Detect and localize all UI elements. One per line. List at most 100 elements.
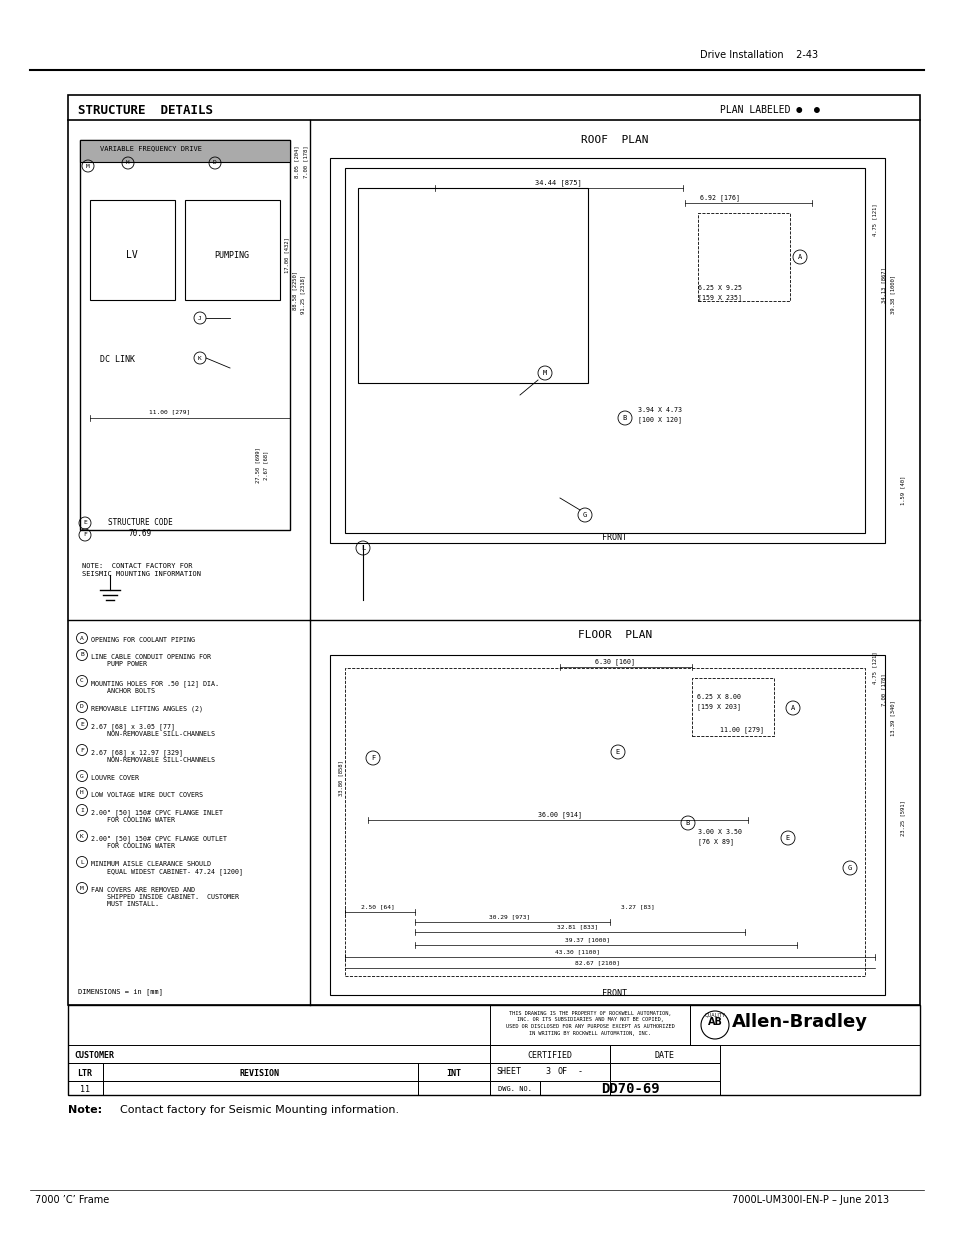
Text: DWG. NO.: DWG. NO. — [497, 1086, 532, 1092]
Text: 8.05 [204]: 8.05 [204] — [294, 146, 298, 178]
Text: 3: 3 — [545, 1067, 550, 1077]
Text: 27.50 [699]: 27.50 [699] — [254, 447, 260, 483]
Text: B: B — [685, 820, 689, 826]
Text: D: D — [80, 704, 84, 709]
Text: 32.81 [833]: 32.81 [833] — [557, 925, 598, 930]
Text: C: C — [80, 678, 84, 683]
Text: [159 X 235]: [159 X 235] — [698, 295, 741, 301]
Bar — [417, 1063, 490, 1081]
Text: 11.00 [279]: 11.00 [279] — [150, 410, 191, 415]
Bar — [330, 158, 884, 543]
Text: 34.13 [867]: 34.13 [867] — [880, 267, 885, 303]
Text: DC LINK: DC LINK — [100, 356, 135, 364]
Text: 91.25 [2318]: 91.25 [2318] — [299, 275, 305, 315]
Text: PUMPING: PUMPING — [214, 251, 250, 259]
Text: INT: INT — [446, 1068, 461, 1077]
Text: 2.00" [50] 150# CPVC FLANGE OUTLET
    FOR COOLING WATER: 2.00" [50] 150# CPVC FLANGE OUTLET FOR C… — [91, 835, 227, 848]
Text: A: A — [790, 705, 794, 711]
Text: VARIABLE FREQUENCY DRIVE: VARIABLE FREQUENCY DRIVE — [100, 144, 202, 151]
Text: INC. OR ITS SUBSIDIARIES AND MAY NOT BE COPIED,: INC. OR ITS SUBSIDIARIES AND MAY NOT BE … — [516, 1018, 662, 1023]
Text: I: I — [80, 808, 84, 813]
Text: A: A — [797, 254, 801, 261]
Text: OPENING FOR COOLANT PIPING: OPENING FOR COOLANT PIPING — [91, 637, 194, 643]
Bar — [330, 655, 884, 995]
Text: G: G — [847, 864, 851, 871]
Text: Note:: Note: — [68, 1105, 102, 1115]
Text: G: G — [582, 513, 586, 517]
Text: DATE: DATE — [655, 1051, 675, 1060]
Text: USED OR DISCLOSED FOR ANY PURPOSE EXCEPT AS AUTHORIZED: USED OR DISCLOSED FOR ANY PURPOSE EXCEPT… — [505, 1025, 674, 1030]
Text: 36.00 [914]: 36.00 [914] — [537, 811, 581, 819]
Text: REMOVABLE LIFTING ANGLES (2): REMOVABLE LIFTING ANGLES (2) — [91, 706, 203, 713]
Text: 17.00 [432]: 17.00 [432] — [284, 237, 289, 273]
Text: F: F — [371, 755, 375, 761]
Text: MINIMUM AISLE CLEARANCE SHOULD
    EQUAL WIDEST CABINET- 47.24 [1200]: MINIMUM AISLE CLEARANCE SHOULD EQUAL WID… — [91, 861, 243, 874]
Text: M: M — [80, 885, 84, 890]
Text: D: D — [213, 161, 216, 165]
Text: M: M — [542, 370, 547, 375]
Text: L: L — [80, 860, 84, 864]
Text: 7.00 [178]: 7.00 [178] — [880, 674, 885, 706]
Text: STRUCTURE  DETAILS: STRUCTURE DETAILS — [78, 104, 213, 116]
Text: [76 X 89]: [76 X 89] — [698, 839, 733, 846]
Text: 6.25 X 8.00: 6.25 X 8.00 — [697, 694, 740, 700]
Text: LOUVRE COVER: LOUVRE COVER — [91, 776, 139, 781]
Text: LOW VOLTAGE WIRE DUCT COVERS: LOW VOLTAGE WIRE DUCT COVERS — [91, 792, 203, 798]
Bar — [698, 212, 789, 301]
Text: G: G — [80, 773, 84, 778]
Text: B: B — [80, 652, 84, 657]
Bar — [539, 1081, 720, 1095]
Bar — [68, 95, 919, 1005]
Text: H: H — [126, 161, 130, 165]
Text: 11: 11 — [80, 1084, 90, 1093]
Bar — [609, 1045, 720, 1063]
Text: DIMENSIONS = in [mm]: DIMENSIONS = in [mm] — [78, 989, 163, 995]
Text: NOTE:  CONTACT FACTORY FOR
SEISMIC MOUNTING INFORMATION: NOTE: CONTACT FACTORY FOR SEISMIC MOUNTI… — [82, 563, 201, 577]
Text: Contact factory for Seismic Mounting information.: Contact factory for Seismic Mounting inf… — [112, 1105, 398, 1115]
Text: 7000 ’C’ Frame: 7000 ’C’ Frame — [35, 1195, 110, 1205]
Text: 6.25 X 9.25: 6.25 X 9.25 — [698, 285, 741, 291]
Bar — [68, 1045, 490, 1063]
Text: FLOOR  PLAN: FLOOR PLAN — [578, 630, 652, 640]
Text: Allen-Bradley: Allen-Bradley — [731, 1013, 867, 1031]
Text: 7.00 [178]: 7.00 [178] — [303, 146, 308, 178]
Bar — [68, 1063, 103, 1081]
Bar — [90, 200, 174, 300]
Text: QUALITY: QUALITY — [704, 1013, 724, 1018]
Bar — [691, 678, 773, 736]
Text: H: H — [80, 790, 84, 795]
Text: J: J — [198, 315, 202, 321]
Bar — [68, 1081, 103, 1095]
Text: E: E — [80, 721, 84, 726]
Text: B: B — [622, 415, 626, 421]
Bar — [345, 668, 864, 976]
Bar — [80, 140, 290, 162]
Text: 43.30 [1100]: 43.30 [1100] — [555, 950, 599, 955]
Text: M: M — [86, 163, 90, 168]
Text: Drive Installation    2-43: Drive Installation 2-43 — [700, 49, 818, 61]
Bar — [490, 1081, 539, 1095]
Text: OF: OF — [558, 1067, 567, 1077]
Text: LINE CABLE CONDUIT OPENING FOR
    PUMP POWER: LINE CABLE CONDUIT OPENING FOR PUMP POWE… — [91, 655, 211, 667]
Text: 13.39 [340]: 13.39 [340] — [889, 700, 894, 736]
Text: 82.67 [2100]: 82.67 [2100] — [575, 961, 619, 966]
Text: FAN COVERS ARE REMOVED AND
    SHIPPED INSIDE CABINET.  CUSTOMER
    MUST INSTAL: FAN COVERS ARE REMOVED AND SHIPPED INSID… — [91, 887, 239, 906]
Text: 3.94 X 4.73: 3.94 X 4.73 — [638, 408, 681, 412]
Text: 6.92 [176]: 6.92 [176] — [700, 195, 740, 201]
Text: 2.67 [68]: 2.67 [68] — [263, 451, 268, 479]
Bar — [357, 188, 587, 383]
Text: E: E — [785, 835, 789, 841]
Text: THIS DRAWING IS THE PROPERTY OF ROCKWELL AUTOMATION,: THIS DRAWING IS THE PROPERTY OF ROCKWELL… — [508, 1010, 671, 1015]
Bar — [80, 140, 290, 530]
Text: F: F — [80, 747, 84, 752]
Bar — [345, 168, 864, 534]
Text: 33.80 [858]: 33.80 [858] — [337, 760, 343, 795]
Bar — [490, 1045, 609, 1063]
Text: 4.75 [121]: 4.75 [121] — [871, 652, 876, 684]
Text: -: - — [578, 1067, 582, 1077]
Bar — [68, 1005, 919, 1095]
Text: SHEET: SHEET — [496, 1067, 520, 1077]
Text: 7000L-UM300I-EN-P – June 2013: 7000L-UM300I-EN-P – June 2013 — [731, 1195, 888, 1205]
Text: A: A — [80, 636, 84, 641]
Text: 11.00 [279]: 11.00 [279] — [720, 726, 763, 734]
